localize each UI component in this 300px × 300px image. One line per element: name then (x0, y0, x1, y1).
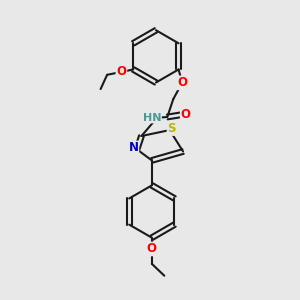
Text: N: N (128, 141, 138, 154)
Text: S: S (167, 122, 176, 135)
Text: HN: HN (142, 112, 161, 123)
Text: O: O (116, 65, 126, 78)
Text: O: O (147, 242, 157, 256)
Text: O: O (177, 76, 187, 89)
Text: O: O (181, 107, 191, 121)
